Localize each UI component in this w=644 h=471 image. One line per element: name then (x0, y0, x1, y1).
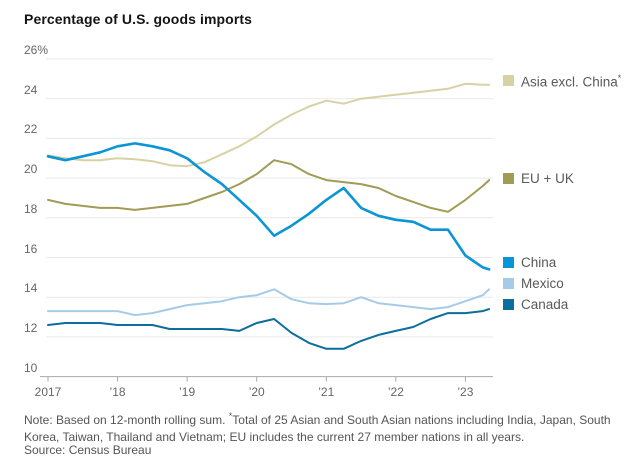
note-asterisk: * (228, 411, 233, 421)
x-tick-label: ’18 (109, 385, 126, 399)
legend-item-eu-uk: EU + UK (503, 171, 574, 186)
x-tick-label: ’19 (179, 385, 196, 399)
x-tick-label: ’22 (387, 385, 404, 399)
y-tick-label: 14 (24, 281, 38, 296)
y-tick-label: 16 (24, 241, 38, 256)
legend-swatch (503, 278, 514, 289)
series-line-eu-uk (47, 159, 491, 213)
legend-label: EU + UK (521, 171, 574, 186)
legend-swatch (503, 74, 514, 86)
legend-label: Mexico (521, 276, 564, 291)
legend-label-asterisk: * (617, 73, 622, 83)
y-tick-label: 24 (24, 82, 38, 97)
legend-label: Canada (521, 297, 569, 312)
legend-swatch (503, 257, 514, 268)
y-tick-label: 10 (24, 360, 38, 375)
series-line-asia-excl-china (47, 82, 491, 168)
y-tick-label: 18 (24, 201, 38, 216)
series-line-canada (47, 308, 491, 350)
legend-swatch (503, 299, 514, 310)
x-tick-label: ’21 (318, 385, 335, 399)
note-body: Total of 25 Asian and South Asian nation… (24, 413, 611, 444)
chart-note: Note: Based on 12-month rolling sum. *To… (24, 408, 624, 446)
x-tick-label: ’23 (457, 385, 474, 399)
legend-item-asia-excl-china: Asia excl. China* (503, 71, 621, 90)
chart-title: Percentage of U.S. goods imports (24, 11, 253, 27)
note-prefix: Note: Based on 12-month rolling sum. (24, 413, 229, 427)
y-tick-label: 12 (24, 320, 38, 335)
series-line-china (46, 142, 491, 271)
legend-label: China (521, 255, 557, 270)
series-line-mexico (47, 288, 491, 317)
legend-item-canada: Canada (503, 297, 568, 312)
legend-item-mexico: Mexico (503, 276, 564, 291)
chart-source: Source: Census Bureau (24, 443, 152, 457)
x-tick-label: ’20 (248, 385, 265, 399)
legend-item-china: China (503, 255, 556, 270)
y-tick-label: 20 (24, 162, 38, 177)
y-tick-label: 22 (24, 122, 38, 137)
legend-label: Asia excl. China* (521, 73, 622, 90)
y-tick-label: 26% (24, 43, 49, 57)
legend-swatch (503, 173, 514, 184)
x-tick-label: 2017 (34, 385, 62, 399)
